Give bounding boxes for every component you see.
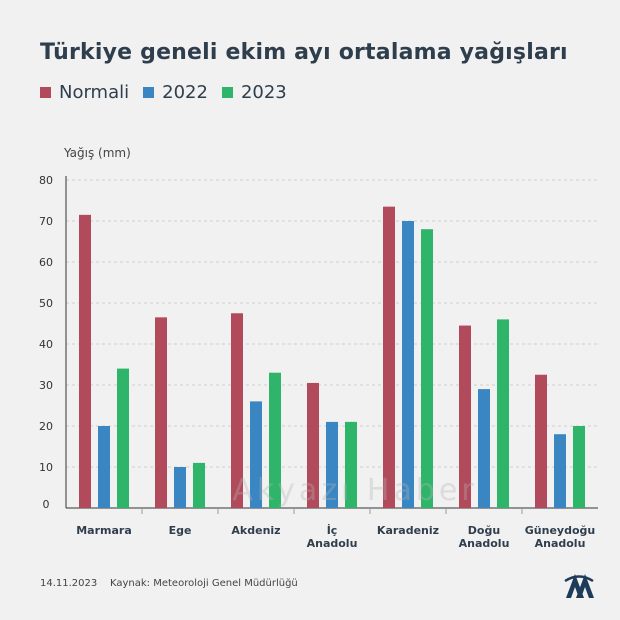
y-tick-label: 40 <box>39 338 53 351</box>
legend-swatch <box>221 87 233 98</box>
bar-2023-5 <box>497 319 509 508</box>
bar-Normali-4 <box>383 206 395 508</box>
x-tick-label: Marmara <box>76 524 132 537</box>
bar-2023-4 <box>421 229 433 508</box>
legend-item-2: 2023 <box>221 82 287 103</box>
y-tick-label: 20 <box>39 420 53 433</box>
y-tick-label: 0 <box>43 498 50 511</box>
bar-2023-0 <box>117 368 129 508</box>
bar-2022-4 <box>402 221 414 508</box>
bar-2022-5 <box>478 389 490 508</box>
footer-date: 14.11.2023 <box>40 578 98 589</box>
x-tick-label: Ege <box>169 524 192 537</box>
y-tick-label: 10 <box>39 461 53 474</box>
bar-2023-6 <box>573 426 585 508</box>
bar-Normali-2 <box>231 313 243 508</box>
x-tick-label: Güneydoğu Anadolu <box>525 524 595 550</box>
bar-Normali-5 <box>459 325 471 508</box>
y-tick-label: 70 <box>39 215 53 228</box>
y-tick-label: 50 <box>39 297 53 310</box>
y-tick-label: 80 <box>39 174 53 187</box>
chart-title: Türkiye geneli ekim ayı ortalama yağışla… <box>40 40 568 65</box>
aa-logo-icon <box>562 568 596 606</box>
bar-2022-1 <box>174 467 186 508</box>
bar-2022-6 <box>554 434 566 508</box>
bar-Normali-3 <box>307 382 319 508</box>
bar-2022-2 <box>250 401 262 508</box>
bar-2023-1 <box>193 462 205 508</box>
legend-label: 2022 <box>162 82 208 103</box>
x-tick-label: Akdeniz <box>231 524 280 537</box>
y-axis-label: Yağış (mm) <box>64 146 131 160</box>
x-tick-label: İç Anadolu <box>307 523 358 550</box>
legend-item-0: Normali <box>40 82 129 103</box>
legend-label: 2023 <box>240 82 287 103</box>
bar-Normali-6 <box>535 374 547 508</box>
legend-item-1: 2022 <box>143 82 208 103</box>
legend-swatch <box>143 87 155 98</box>
y-tick-label: 30 <box>39 379 53 392</box>
bar-2022-3 <box>326 421 338 508</box>
bar-2022-0 <box>98 426 110 508</box>
bar-2023-3 <box>345 421 357 508</box>
x-tick-label: Karadeniz <box>377 524 439 537</box>
y-tick-label: 60 <box>39 256 53 269</box>
bar-2023-2 <box>269 372 281 508</box>
chart-legend: Normali 2022 2023 <box>40 82 301 103</box>
watermark-text: Akyazı Haber <box>232 473 477 508</box>
bar-Normali-1 <box>155 317 167 508</box>
footer-source: Kaynak: Meteoroloji Genel Müdürlüğü <box>110 578 298 589</box>
x-tick-label: Doğu Anadolu <box>459 524 510 550</box>
bar-Normali-0 <box>79 214 91 508</box>
legend-label: Normali <box>59 82 130 103</box>
legend-swatch <box>40 87 51 98</box>
